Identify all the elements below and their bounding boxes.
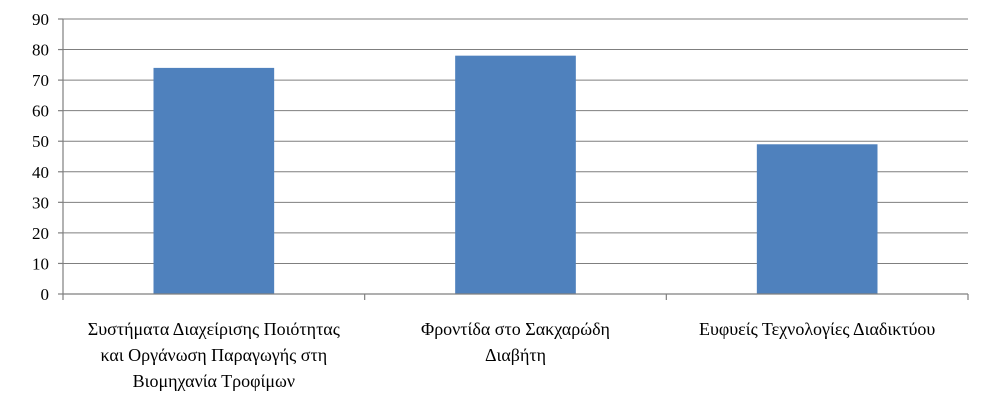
y-tick-label: 0 — [41, 285, 50, 304]
y-tick-label: 30 — [32, 193, 49, 212]
bar-layer — [153, 55, 878, 294]
y-tick-label: 90 — [32, 10, 49, 29]
axis-layer — [58, 18, 969, 300]
x-category-label: Φροντίδα στο Σακχαρώδη Διαβήτη — [421, 319, 610, 365]
x-category-label-line: και Οργάνωση Παραγωγής στη — [101, 345, 328, 365]
label-layer: 0 10 20 30 40 50 60 70 80 90 Συστήματα Διαχείρισης… — [32, 10, 935, 391]
bar-1 — [153, 67, 275, 294]
x-category-label-line: Συστήματα Διαχείρισης Ποιότητας — [88, 319, 340, 339]
x-category-label-line: Ευφυείς Τεχνολογίες Διαδικτύου — [699, 319, 935, 339]
y-tick-label: 20 — [32, 224, 49, 243]
y-tick-label: 60 — [32, 102, 49, 121]
x-category-label: Ευφυείς Τεχνολογίες Διαδικτύου — [699, 319, 935, 339]
x-category-label: Συστήματα Διαχείρισης Ποιότητας και Οργάν… — [88, 319, 340, 391]
y-tick-label: 80 — [32, 41, 49, 60]
x-category-label-line: Φροντίδα στο Σακχαρώδη — [421, 319, 610, 339]
bar-2 — [455, 55, 576, 294]
y-tick-label: 50 — [32, 132, 49, 151]
y-tick-label: 40 — [32, 163, 49, 182]
y-tick-label: 10 — [32, 254, 49, 273]
x-category-label-line: Διαβήτη — [485, 345, 546, 365]
y-tick-label: 70 — [32, 71, 49, 90]
bar-3 — [756, 144, 878, 294]
x-category-label-line: Βιομηχανία Τροφίμων — [133, 371, 295, 391]
